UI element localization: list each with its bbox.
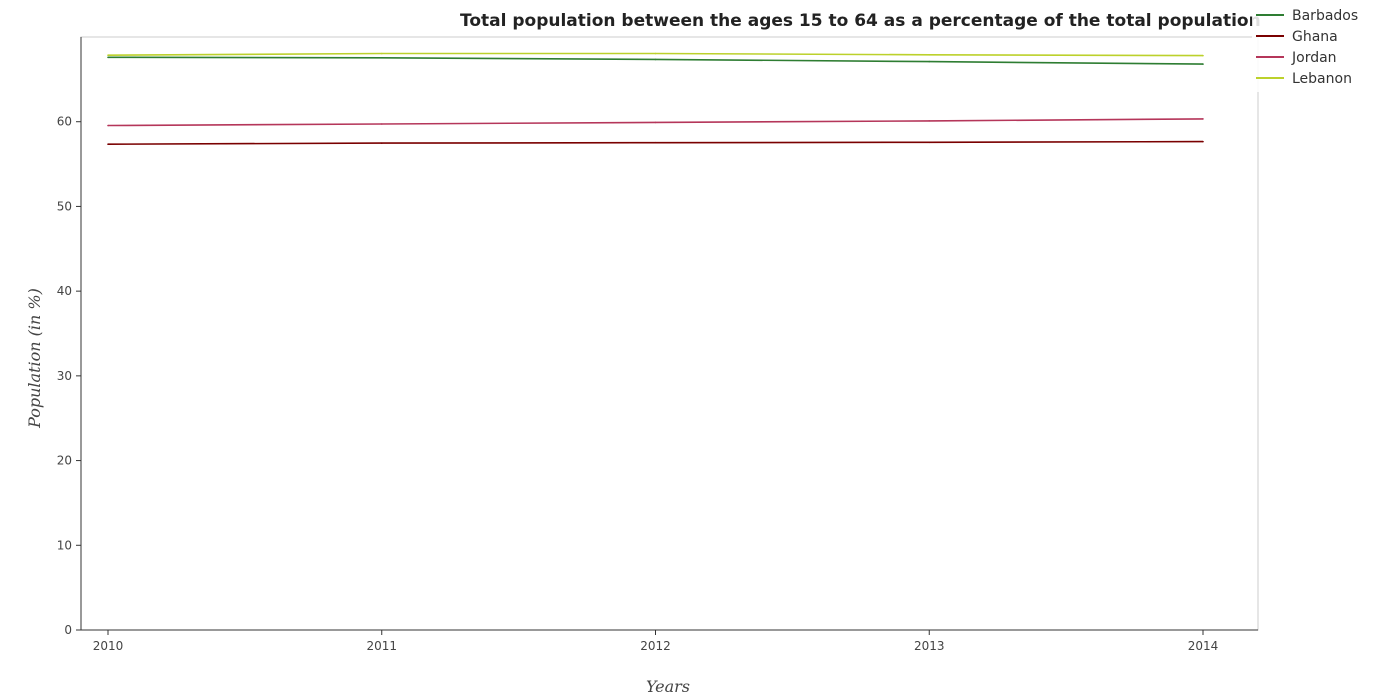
data-point-jordan <box>654 121 657 124</box>
data-point-ghana <box>1202 140 1204 143</box>
data-point-lebanon <box>107 54 109 57</box>
y-tick-label: 30 <box>57 369 72 383</box>
data-point-lebanon <box>928 53 931 56</box>
y-tick-label: 20 <box>57 454 72 468</box>
data-point-ghana <box>928 141 931 144</box>
x-tick-label: 2012 <box>640 639 671 653</box>
series-lines <box>107 52 1204 145</box>
x-tick-label: 2014 <box>1188 639 1219 653</box>
x-axis-label: Years <box>646 677 690 696</box>
legend-label-ghana: Ghana <box>1292 29 1338 45</box>
data-point-jordan <box>380 123 383 125</box>
data-point-lebanon <box>654 52 657 55</box>
legend-label-jordan: Jordan <box>1291 50 1337 66</box>
data-point-barbados <box>928 60 931 63</box>
data-point-ghana <box>107 143 109 145</box>
data-point-jordan <box>1202 118 1204 120</box>
data-point-lebanon <box>380 52 383 55</box>
data-point-barbados <box>380 56 383 59</box>
x-axis: 2010 2011 2012 2013 2014 <box>93 630 1219 653</box>
data-point-barbados <box>107 56 109 59</box>
x-tick-label: 2010 <box>93 639 124 653</box>
y-axis-label: Population (in %) <box>25 288 44 429</box>
legend: Barbados Ghana Jordan Lebanon <box>1252 2 1366 92</box>
data-point-jordan <box>928 120 931 122</box>
plot-border <box>80 36 1259 631</box>
series-line-barbados <box>107 56 1204 65</box>
chart-title: Total population between the ages 15 to … <box>460 11 1261 31</box>
data-point-ghana <box>380 142 383 144</box>
y-tick-label: 10 <box>57 538 72 552</box>
legend-label-lebanon: Lebanon <box>1292 71 1352 87</box>
plot-frame <box>80 36 1259 631</box>
data-point-barbados <box>654 58 657 61</box>
y-axis: 0 10 20 30 40 50 60 <box>57 115 81 637</box>
data-point-barbados <box>1202 63 1204 65</box>
y-tick-label: 0 <box>64 623 72 637</box>
data-point-lebanon <box>1202 54 1204 57</box>
y-tick-label: 40 <box>57 284 72 298</box>
data-point-jordan <box>107 124 109 127</box>
y-tick-label: 50 <box>57 199 72 213</box>
x-tick-label: 2011 <box>366 639 397 653</box>
y-tick-label: 60 <box>57 115 72 129</box>
x-tick-label: 2013 <box>914 639 945 653</box>
data-point-ghana <box>654 141 657 144</box>
legend-label-barbados: Barbados <box>1292 8 1358 24</box>
